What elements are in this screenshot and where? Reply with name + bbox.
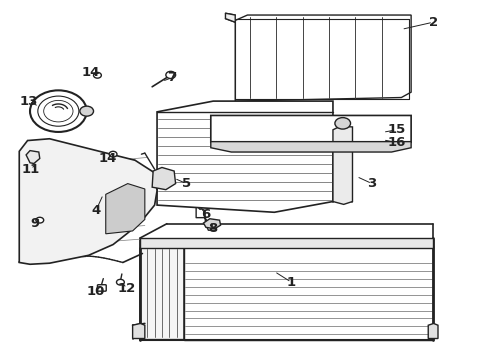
Text: 3: 3 (368, 177, 377, 190)
Text: 15: 15 (387, 123, 406, 136)
Polygon shape (203, 219, 220, 229)
Polygon shape (26, 150, 40, 163)
Polygon shape (133, 323, 145, 338)
Polygon shape (428, 323, 438, 338)
Polygon shape (140, 238, 433, 248)
Text: 16: 16 (387, 136, 406, 149)
Text: 13: 13 (20, 95, 38, 108)
Text: 12: 12 (118, 282, 136, 295)
Circle shape (117, 279, 124, 285)
Circle shape (94, 72, 101, 78)
Polygon shape (225, 13, 235, 22)
Circle shape (335, 118, 350, 129)
Polygon shape (140, 246, 184, 339)
Text: 10: 10 (87, 285, 105, 298)
Text: 14: 14 (82, 66, 100, 79)
Circle shape (30, 90, 87, 132)
Text: 1: 1 (287, 276, 296, 289)
Text: 6: 6 (201, 208, 211, 221)
Polygon shape (152, 167, 175, 190)
Polygon shape (235, 15, 411, 101)
Text: 9: 9 (30, 216, 40, 230)
Text: 7: 7 (167, 71, 176, 84)
Polygon shape (211, 141, 411, 152)
Text: 8: 8 (209, 222, 218, 235)
Text: 2: 2 (429, 16, 438, 29)
Polygon shape (211, 116, 411, 148)
Polygon shape (333, 126, 352, 204)
Circle shape (36, 217, 44, 223)
Text: 4: 4 (91, 204, 100, 217)
Circle shape (166, 71, 175, 78)
Circle shape (109, 151, 117, 157)
Polygon shape (157, 101, 333, 212)
Polygon shape (184, 246, 433, 339)
Text: 5: 5 (182, 177, 191, 190)
Polygon shape (106, 184, 145, 234)
Circle shape (80, 106, 94, 116)
FancyBboxPatch shape (98, 285, 106, 291)
Polygon shape (19, 139, 157, 264)
Text: 14: 14 (99, 152, 118, 165)
Text: 11: 11 (22, 163, 40, 176)
